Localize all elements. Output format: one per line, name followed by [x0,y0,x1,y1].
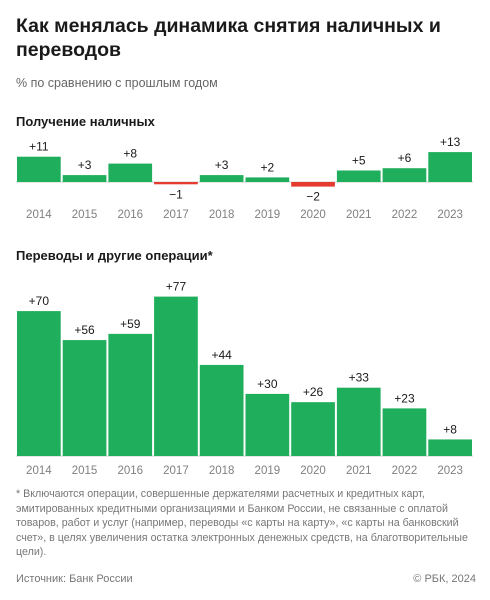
bar-2021 [336,170,381,182]
data-label-2022: +23 [394,391,415,405]
tick-label-2019: 2019 [255,465,281,477]
bar-2019 [245,393,290,456]
tick-label-2023: 2023 [437,209,463,221]
transfers-chart: +70 2014 +56 2015 +59 2016 +77 2017 +44 2018 +30 20… [16,280,473,477]
tick-label-2014: 2014 [26,209,52,221]
page-subtitle: % по сравнению с прошлым годом [16,76,218,90]
bar-2018 [199,364,244,456]
cash-withdrawal-chart: +11 2014 +3 2015 +8 2016 −1 2017 +3 2018 +2 2019 −2 2… [16,135,473,221]
cash-chart-title: Получение наличных [16,114,155,129]
data-label-2020: +26 [303,385,324,399]
bar-2021 [336,387,381,456]
bar-2020 [291,182,335,187]
bar-2019 [245,177,290,182]
bar-2015 [62,340,107,456]
tick-label-2016: 2016 [117,209,143,221]
page-title: Как менялась динамика снятия наличных и … [16,15,441,61]
data-label-2020: −2 [306,190,320,204]
bar-2016 [108,333,153,456]
tick-label-2016: 2016 [117,465,143,477]
bar-2016 [108,163,153,182]
bar-2017 [154,296,198,456]
bar-2020 [291,402,335,456]
data-label-2014: +11 [29,140,49,154]
data-label-2014: +70 [29,294,50,308]
bar-2022 [382,168,427,182]
tick-label-2017: 2017 [163,465,189,477]
transfers-chart-title: Переводы и другие операции* [16,248,213,263]
data-label-2016: +59 [120,317,141,331]
tick-label-2021: 2021 [346,465,372,477]
data-label-2023: +8 [443,422,457,436]
tick-label-2017: 2017 [163,209,189,221]
bar-2015 [62,175,107,182]
tick-label-2018: 2018 [209,465,235,477]
bar-2017 [154,182,198,185]
bar-2023 [428,152,472,182]
data-label-2018: +44 [211,348,232,362]
bar-2014 [17,311,61,456]
tick-label-2015: 2015 [72,465,98,477]
data-label-2015: +56 [74,323,95,337]
copyright: © РБК, 2024 [413,573,476,585]
bar-2018 [199,175,244,182]
tick-label-2022: 2022 [392,209,418,221]
tick-label-2020: 2020 [300,209,326,221]
tick-label-2021: 2021 [346,209,372,221]
tick-label-2014: 2014 [26,465,52,477]
data-label-2021: +33 [349,371,370,385]
tick-label-2018: 2018 [209,209,235,221]
bar-2023 [428,439,472,456]
source-note: Источник: Банк России [16,573,133,585]
data-label-2019: +2 [261,160,275,174]
data-label-2019: +30 [257,377,278,391]
bar-2022 [382,408,427,456]
data-label-2015: +3 [78,158,92,172]
data-label-2016: +8 [123,147,137,161]
tick-label-2020: 2020 [300,465,326,477]
tick-label-2022: 2022 [392,465,418,477]
data-label-2018: +3 [215,158,229,172]
data-label-2017: +77 [166,280,187,294]
data-label-2017: −1 [169,187,183,201]
tick-label-2019: 2019 [255,209,281,221]
tick-label-2015: 2015 [72,209,98,221]
data-label-2021: +5 [352,154,366,168]
tick-label-2023: 2023 [437,465,463,477]
footnote: * Включаются операции, совершенные держа… [16,488,468,558]
bar-2014 [17,156,61,182]
data-label-2022: +6 [398,151,412,165]
data-label-2023: +13 [440,135,461,149]
